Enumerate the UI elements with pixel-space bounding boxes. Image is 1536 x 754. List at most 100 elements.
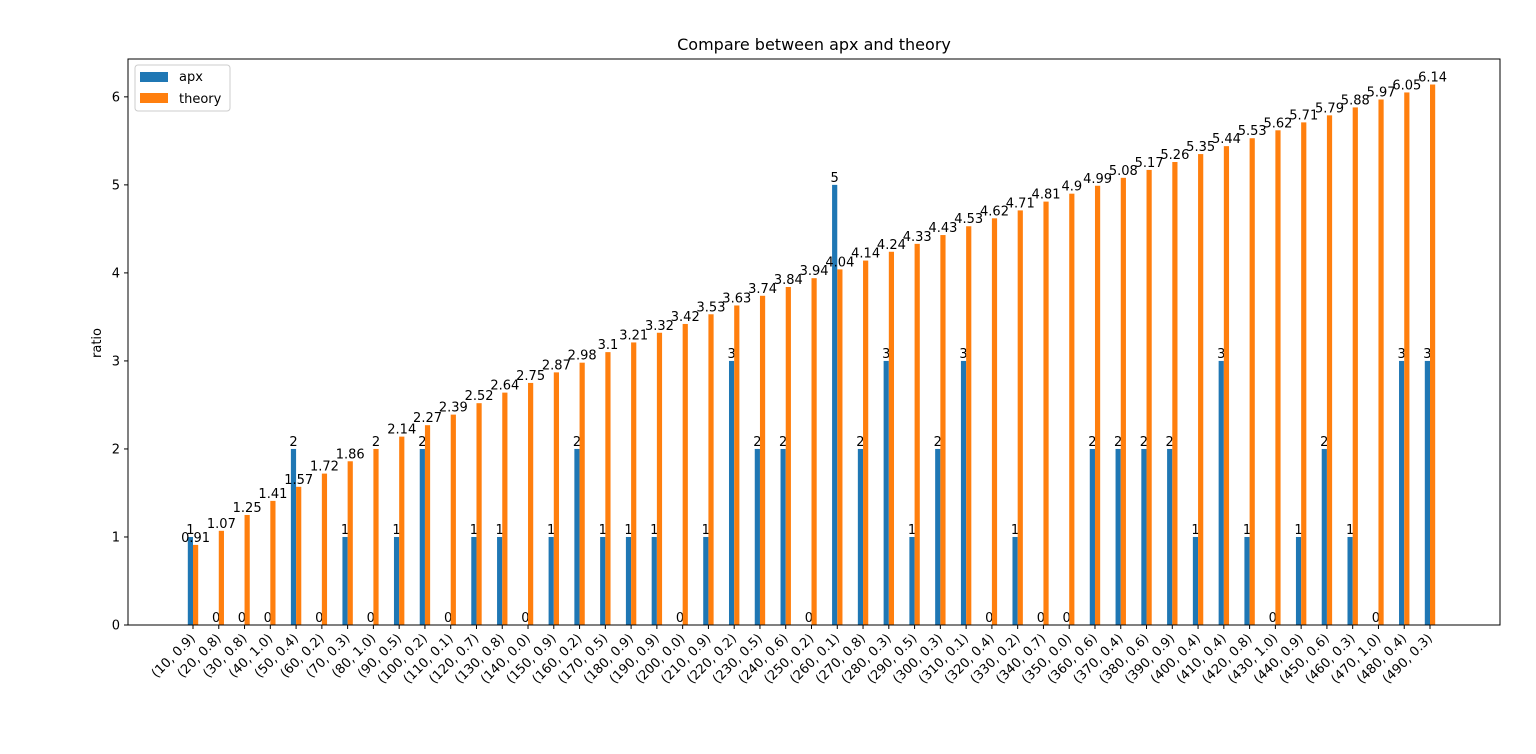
bar-apx-11 [471,536,477,625]
data-label-apx-22: 2 [753,435,761,450]
data-label-theory-17: 3.21 [619,328,648,343]
bar-theory-39 [1198,154,1204,625]
data-label-theory-37: 5.17 [1135,156,1164,171]
data-label-theory-26: 4.14 [851,247,880,262]
data-label-apx-46: 0 [1372,611,1380,626]
data-label-theory-7: 2 [372,435,380,450]
data-label-theory-35: 4.99 [1083,172,1112,187]
data-label-theory-16: 3.1 [598,338,619,353]
bar-apx-22 [754,448,760,625]
data-label-apx-23: 2 [779,435,787,450]
legend: apx theory [134,64,231,112]
data-label-theory-34: 4.9 [1061,180,1082,195]
data-label-theory-29: 4.43 [928,221,957,236]
data-label-theory-20: 3.53 [697,300,726,315]
bar-theory-6 [347,461,353,625]
bar-theory-32 [1017,210,1023,625]
legend-label-theory: theory [179,92,222,107]
bar-apx-30 [960,360,967,625]
bar-apx-41 [1244,536,1250,625]
bar-theory-14 [553,372,559,625]
data-label-apx-38: 2 [1166,435,1174,450]
bar-theory-47 [1404,92,1410,625]
data-label-apx-20: 1 [702,523,710,538]
bar-apx-18 [651,536,657,625]
bar-theory-42 [1275,130,1281,625]
data-label-apx-34: 0 [1062,611,1070,626]
bar-theory-7 [373,448,379,625]
data-label-apx-37: 2 [1140,435,1148,450]
data-label-theory-10: 2.39 [439,401,468,416]
data-label-apx-4: 2 [289,435,297,450]
bar-theory-26 [863,260,869,625]
data-label-theory-40: 5.44 [1212,132,1241,147]
bar-apx-17 [625,536,632,625]
bar-theory-40 [1223,146,1230,625]
data-label-theory-19: 3.42 [671,310,700,325]
bar-theory-10 [450,414,456,625]
data-label-apx-0: 1 [186,523,194,538]
data-label-theory-3: 1.41 [258,487,287,502]
bar-apx-6 [342,536,348,625]
bar-apx-25 [832,184,838,625]
data-label-theory-24: 3.94 [800,264,829,279]
bar-theory-27 [888,251,895,626]
data-label-apx-6: 1 [341,523,349,538]
data-label-apx-3: 0 [264,611,272,626]
data-label-theory-25: 4.04 [825,255,854,270]
data-label-theory-47: 6.05 [1392,78,1421,93]
data-label-theory-8: 2.14 [387,423,416,438]
bar-theory-1 [218,530,224,625]
bar-apx-48 [1424,360,1430,625]
data-label-apx-28: 1 [908,523,916,538]
data-label-theory-0: 0.91 [181,531,210,546]
data-label-apx-26: 2 [856,435,864,450]
bar-theory-35 [1094,185,1101,625]
data-label-theory-32: 4.71 [1006,196,1035,211]
bar-apx-4 [290,448,297,625]
bar-theory-20 [708,314,714,625]
data-label-theory-36: 5.08 [1109,164,1138,179]
bar-apx-38 [1167,448,1173,625]
bar-theory-38 [1172,161,1178,625]
data-label-apx-35: 2 [1088,435,1096,450]
bar-theory-11 [476,403,482,625]
data-label-apx-24: 0 [805,611,813,626]
y-tick-label: 3 [112,354,120,369]
data-label-apx-27: 3 [882,347,890,362]
data-label-theory-27: 4.24 [877,238,906,253]
data-label-apx-44: 2 [1320,435,1328,450]
data-label-theory-12: 2.64 [490,379,519,394]
data-label-apx-30: 3 [959,347,967,362]
bar-theory-15 [579,362,585,625]
bar-apx-26 [857,448,864,625]
data-label-apx-43: 1 [1294,523,1302,538]
bar-theory-36 [1120,177,1126,625]
data-label-apx-32: 1 [1011,523,1019,538]
bar-theory-45 [1352,107,1358,625]
bar-apx-15 [574,448,580,625]
legend-label-apx: apx [179,70,203,85]
data-label-apx-9: 2 [418,435,426,450]
bar-apx-35 [1089,448,1095,625]
bar-apx-36 [1115,448,1121,625]
bar-theory-17 [631,342,637,625]
data-label-apx-13: 0 [521,611,529,626]
y-tick-label: 1 [112,530,120,545]
bar-apx-14 [548,536,554,625]
y-tick-label: 0 [112,619,120,634]
legend-swatch-apx [140,72,168,82]
bar-theory-4 [296,486,302,625]
bar-apx-23 [780,448,786,625]
bar-theory-46 [1378,99,1384,625]
data-label-apx-7: 0 [367,611,375,626]
data-label-apx-36: 2 [1114,435,1122,450]
bar-theory-30 [966,226,972,625]
bar-apx-16 [600,536,606,625]
bar-apx-20 [703,536,709,625]
bar-theory-19 [682,323,688,625]
bar-theory-21 [734,305,740,625]
bar-apx-32 [1012,536,1018,625]
data-label-theory-33: 4.81 [1032,188,1061,203]
